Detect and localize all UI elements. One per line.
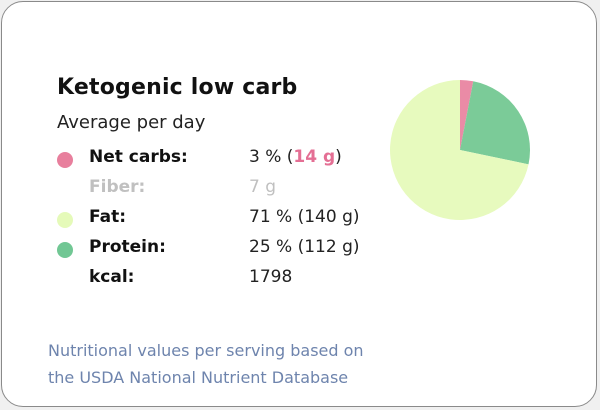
macro-pie-chart <box>390 79 531 221</box>
pie-slice-protein <box>460 81 531 165</box>
row-fiber: Fiber: 7 g <box>2 174 382 204</box>
kcal-value: 1798 <box>249 267 293 287</box>
fiber-label: Fiber: <box>89 177 146 197</box>
net-carbs-label: Net carbs: <box>89 147 188 167</box>
fat-value: 71 % (140 g) <box>249 207 360 227</box>
net-carbs-grams: 14 g <box>293 147 336 167</box>
diet-title: Ketogenic low carb <box>57 75 298 100</box>
protein-label: Protein: <box>89 237 166 257</box>
diet-subtitle: Average per day <box>57 112 206 133</box>
footnote-line-2: the USDA National Nutrient Database <box>48 368 349 387</box>
kcal-label: kcal: <box>89 267 135 287</box>
fiber-value: 7 g <box>249 177 277 197</box>
net-carbs-value: 3 % (14 g) <box>249 147 342 167</box>
fat-legend-dot <box>57 212 73 228</box>
protein-legend-dot <box>57 242 73 258</box>
footnote-line-1: Nutritional values per serving based on <box>48 341 364 360</box>
net-carbs-close-paren: ) <box>335 147 342 167</box>
row-kcal: kcal: 1798 <box>2 264 382 294</box>
pie-slice-fat <box>390 80 529 221</box>
net-carbs-percent: 3 % ( <box>249 147 294 167</box>
row-fat: Fat: 71 % (140 g) <box>2 204 382 234</box>
fat-label: Fat: <box>89 207 127 227</box>
protein-value: 25 % (112 g) <box>249 237 360 257</box>
pie-slice-net-carbs <box>460 79 474 150</box>
row-net-carbs: Net carbs: 3 % (14 g) <box>2 144 382 174</box>
data-source-note: Nutritional values per serving based on … <box>48 337 364 391</box>
row-protein: Protein: 25 % (112 g) <box>2 234 382 264</box>
net-carbs-legend-dot <box>57 152 73 168</box>
